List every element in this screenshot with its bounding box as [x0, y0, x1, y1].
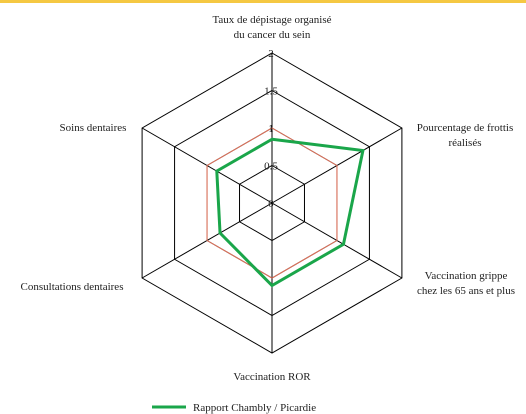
category-label: Vaccination grippe chez les 65 ans et plu…	[417, 270, 515, 297]
category-label: Taux de dépistage organisé du cancer du s…	[212, 14, 331, 41]
series-line	[206, 127, 338, 279]
y-tick-label: 2	[268, 48, 274, 60]
category-label: Pourcentage de frottis réalisés	[417, 122, 514, 149]
category-label: Consultations dentaires	[21, 281, 124, 293]
y-tick-label: 0	[268, 198, 274, 210]
legend-label: Rapport Chambly / Picardie	[193, 402, 316, 414]
top-border	[0, 0, 526, 3]
y-tick-label: 0.5	[264, 160, 278, 172]
category-label: Soins dentaires	[60, 122, 127, 134]
y-tick-label: 1	[268, 123, 274, 135]
y-tick-label: 1.5	[264, 85, 278, 97]
category-label: Vaccination ROR	[233, 371, 311, 383]
series-line	[215, 137, 365, 288]
